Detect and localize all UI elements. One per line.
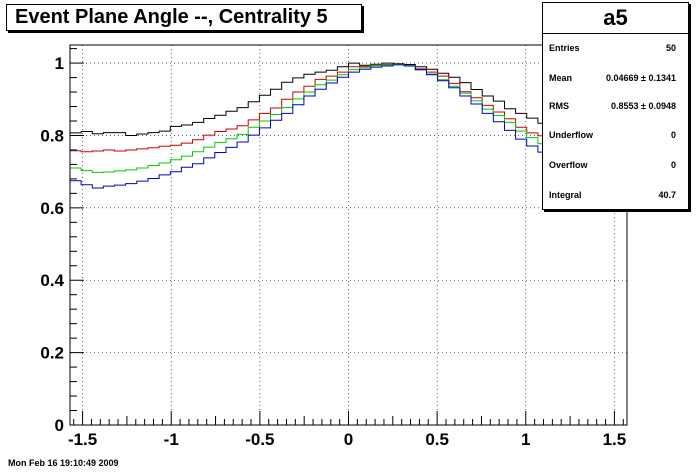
- x-tick-label: -1.5: [68, 430, 97, 449]
- y-tick-label: 0.2: [40, 344, 64, 363]
- series-line-3: [70, 64, 627, 189]
- series-group: [70, 62, 627, 189]
- y-tick-label: 0.6: [40, 199, 64, 218]
- y-tick-label: 0.4: [40, 271, 64, 290]
- timestamp: Mon Feb 16 19:10:49 2009: [8, 458, 119, 468]
- stat-label: Integral: [549, 190, 582, 200]
- x-tick-label: 0.5: [425, 430, 449, 449]
- stat-label: RMS: [549, 101, 569, 111]
- y-tick-label: 1: [55, 54, 64, 73]
- x-tick-label: 1: [521, 430, 530, 449]
- stat-label: Entries: [549, 43, 580, 53]
- x-tick-label: 1.5: [603, 430, 627, 449]
- stat-value: 0.04669 ± 0.1341: [605, 73, 676, 83]
- y-tick-label: 0.8: [40, 126, 64, 145]
- stat-label: Overflow: [549, 160, 588, 170]
- chart-title: Event Plane Angle --, Centrality 5: [6, 4, 362, 31]
- stats-name: a5: [543, 3, 688, 34]
- stat-label: Underflow: [549, 130, 593, 140]
- x-tick-label: 0: [344, 430, 353, 449]
- stat-value: 0.8553 ± 0.0948: [611, 101, 676, 111]
- stats-box: a5 Entries 50 Mean 0.04669 ± 0.1341 RMS …: [542, 2, 689, 210]
- axes: 0 0.2 0.4 0.6 0.8 1 -1.5 -1 -0.5 0 0.5 1 1.5: [40, 44, 628, 449]
- stat-value: 0: [670, 130, 676, 140]
- stat-value: 40.7: [658, 190, 676, 200]
- stat-value: 50: [665, 43, 676, 53]
- x-tick-label: -0.5: [245, 430, 274, 449]
- stat-value: 0: [670, 160, 676, 170]
- series-line-0: [70, 62, 627, 136]
- x-tick-label: -1: [164, 430, 179, 449]
- y-tick-label: 0: [55, 416, 64, 435]
- stat-label: Mean: [549, 73, 573, 83]
- grid-lines: [70, 45, 627, 426]
